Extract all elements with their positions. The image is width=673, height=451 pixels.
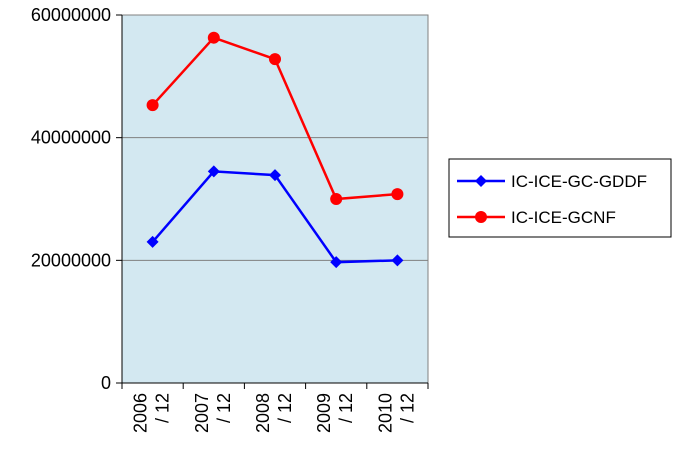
x-tick-label: / 12 [275,393,295,423]
x-tick-label: 2010 [375,393,395,433]
x-tick-label: 2008 [253,393,273,433]
x-tick-label: / 12 [214,393,234,423]
legend: IC-ICE-GC-GDDF IC-ICE-GCNF [448,158,672,238]
data-point [146,99,159,112]
y-axis: 0 20000000 40000000 60000000 [31,5,123,393]
legend-box [448,158,672,238]
x-tick-label: / 12 [397,393,417,423]
data-point [269,53,281,66]
y-tick-label: 60000000 [31,5,111,25]
y-tick-label: 20000000 [31,250,111,270]
data-point [207,165,220,178]
legend-label: IC-ICE-GC-GDDF [511,172,647,191]
x-axis: 2006/ 12 2007/ 12 2008/ 12 2009/ 12 2010/ 12 [121,382,429,433]
x-tick-label: / 12 [153,393,173,423]
data-point [391,254,404,267]
legend-swatch-marker [475,211,487,223]
x-tick-label: / 12 [336,393,356,423]
y-tick-label: 0 [101,373,111,393]
data-point [330,256,343,269]
series-group [146,31,404,269]
data-point [391,188,404,201]
x-tick-label: 2007 [192,393,212,433]
x-tick-label: 2006 [131,393,151,433]
y-tick-label: 40000000 [31,128,111,148]
data-point [146,235,159,248]
legend-label: IC-ICE-GCNF [511,208,616,227]
x-tick-label: 2009 [314,393,334,433]
data-point [330,193,343,205]
legend-swatch-marker [475,175,487,187]
data-point [207,31,220,44]
data-point [269,169,281,182]
plot-area [121,14,429,384]
